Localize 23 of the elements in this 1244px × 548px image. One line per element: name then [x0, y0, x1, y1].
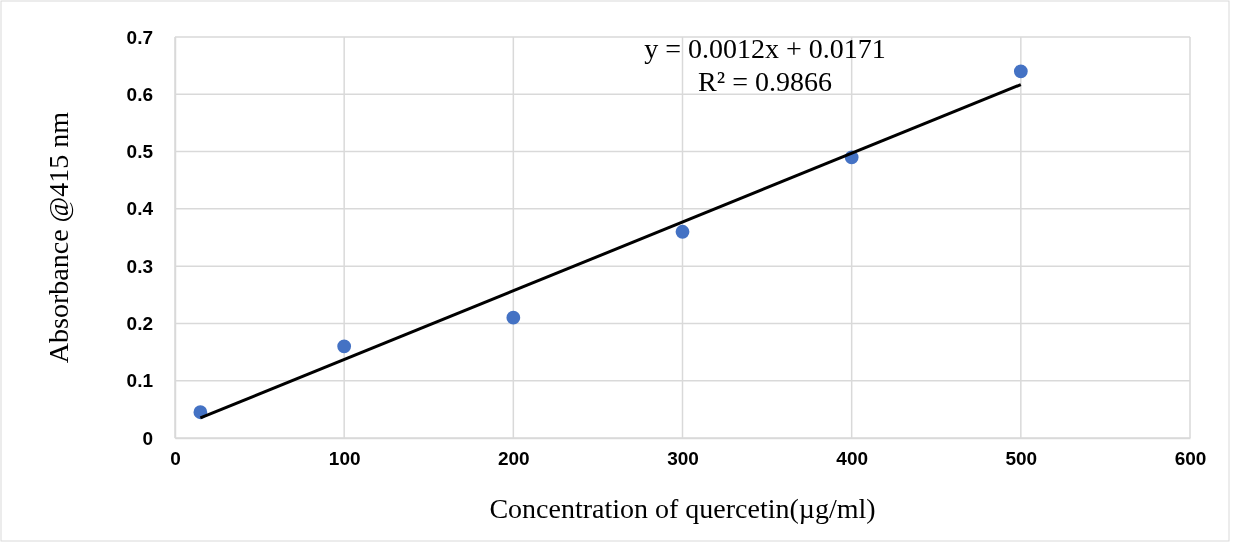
y-tick-label: 0	[142, 427, 153, 449]
point	[337, 339, 352, 354]
y-tick-label: 0.4	[126, 198, 154, 220]
x-axis-title: Concentration of quercetin(µg/ml)	[489, 493, 876, 524]
point	[675, 224, 690, 239]
y-tick-label: 0.2	[126, 313, 153, 335]
y-tick-label: 0.3	[126, 255, 153, 277]
y-axis-title: Absorbance @415 nm	[43, 111, 74, 364]
x-tick-label: 0	[170, 448, 181, 470]
point	[506, 310, 521, 325]
x-tick-label: 300	[667, 448, 699, 470]
y-tick-label: 0.5	[126, 141, 154, 163]
point	[1013, 64, 1028, 79]
y-tick-label: 0.1	[126, 370, 154, 392]
y-tick-label: 0.6	[126, 83, 153, 105]
x-tick-label: 200	[497, 448, 530, 470]
x-tick-label: 400	[836, 448, 869, 470]
y-tick-label: 0.7	[126, 26, 153, 48]
annotation: y = 0.0012x + 0.0171	[644, 33, 886, 64]
x-tick-label: 500	[1005, 448, 1038, 470]
x-tick-label: 600	[1174, 448, 1207, 470]
annotation: R² = 0.9866	[698, 66, 832, 97]
x-tick-label: 100	[328, 448, 361, 470]
